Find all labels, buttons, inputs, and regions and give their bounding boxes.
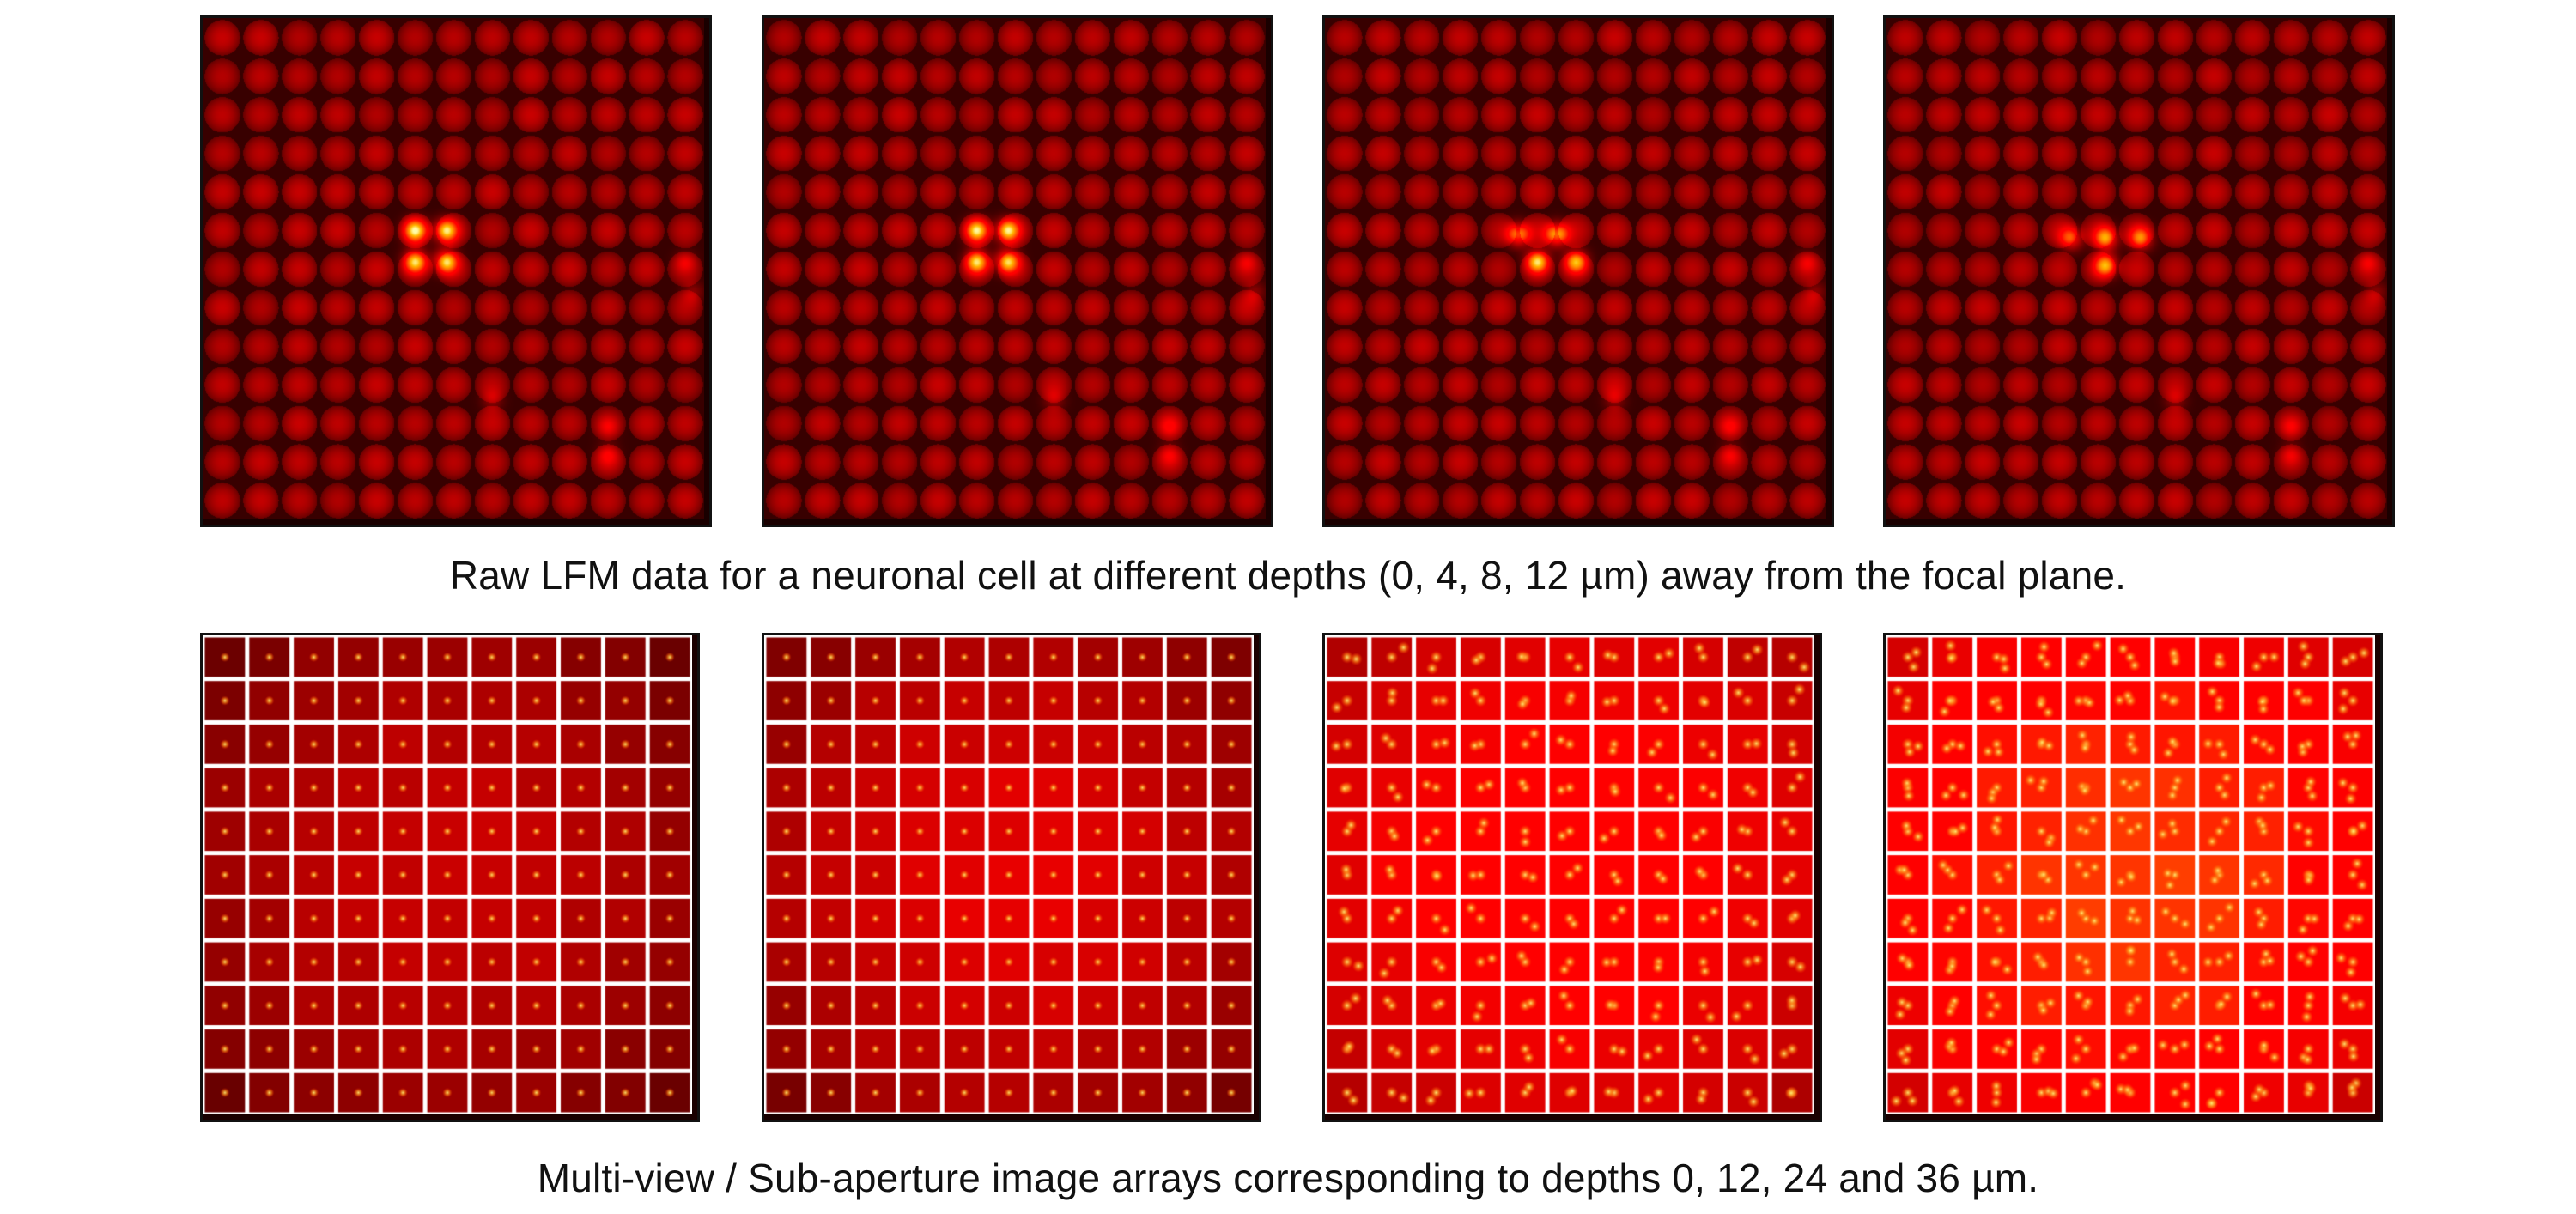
subaperture-image bbox=[1886, 635, 2375, 1114]
subaperture-panel-depth-24 bbox=[1322, 633, 1822, 1122]
raw-lfm-image bbox=[203, 18, 704, 519]
raw-lfm-panel-depth-12 bbox=[1883, 15, 2395, 527]
raw-lfm-panel-depth-0 bbox=[200, 15, 712, 527]
subaperture-panel-depth-36 bbox=[1883, 633, 2383, 1122]
raw-lfm-panel-depth-4 bbox=[762, 15, 1273, 527]
raw-lfm-panel-depth-8 bbox=[1322, 15, 1834, 527]
raw-lfm-image bbox=[1886, 18, 2387, 519]
subaperture-image bbox=[203, 635, 692, 1114]
subaperture-row-caption: Multi-view / Sub-aperture image arrays c… bbox=[537, 1156, 2039, 1200]
raw-lfm-image bbox=[1325, 18, 1826, 519]
subaperture-panel-depth-0 bbox=[200, 633, 700, 1122]
subaperture-panel-depth-12 bbox=[762, 633, 1261, 1122]
subaperture-image bbox=[764, 635, 1254, 1114]
raw-lfm-image bbox=[764, 18, 1266, 519]
raw-row-caption: Raw LFM data for a neuronal cell at diff… bbox=[449, 553, 2127, 598]
subaperture-image bbox=[1325, 635, 1814, 1114]
